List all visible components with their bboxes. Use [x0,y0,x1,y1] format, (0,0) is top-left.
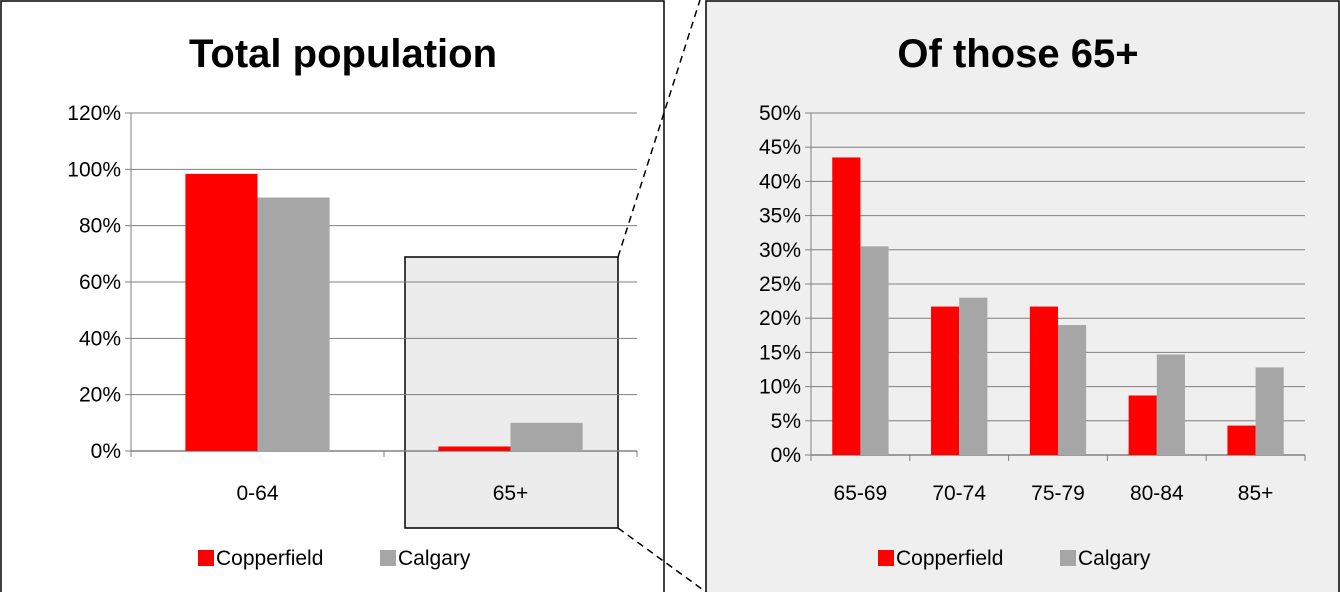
y-tick-label: 45% [759,136,801,159]
y-tick-label: 0% [771,444,801,467]
legend-swatch-calgary [1060,550,1076,566]
y-tick-label: 50% [759,102,801,125]
right-legend: Copperfield Calgary [878,547,1151,570]
y-tick-label: 5% [771,410,801,433]
connector-line-top [617,0,701,258]
y-tick-label: 40% [79,327,121,350]
bar-calgary-0-64 [257,197,330,451]
bar-calgary-65-69 [860,246,889,455]
y-tick-label: 25% [759,273,801,296]
y-tick-label: 80% [79,215,121,238]
x-category-label: 0-64 [236,482,278,505]
right-chart-title: Of those 65+ [897,32,1138,76]
bar-copperfield-85+ [1227,425,1256,455]
x-category-label: 70-74 [932,482,986,505]
legend-label-calgary: Calgary [398,547,471,570]
x-category-label: 65-69 [834,482,888,505]
legend-swatch-copperfield [878,550,894,566]
legend-label-copperfield: Copperfield [216,547,323,570]
x-category-label: 85+ [1238,482,1274,505]
y-tick-label: 15% [759,341,801,364]
y-tick-label: 35% [759,205,801,228]
connector-line-bottom [617,527,707,592]
highlight-box-65plus [404,256,619,529]
bar-copperfield-0-64 [185,173,258,451]
y-tick-label: 120% [67,102,121,125]
bar-calgary-80-84 [1156,354,1185,455]
legend-swatch-copperfield [198,550,214,566]
x-category-label: 75-79 [1031,482,1085,505]
left-plot-area: 0% 20% 40% 60% 80% 100% 120% 0-64 65+ [67,102,638,505]
y-tick-label: 20% [759,307,801,330]
bar-copperfield-75-79 [1029,306,1058,455]
bar-calgary-85+ [1255,367,1284,455]
left-legend: Copperfield Calgary [198,547,471,570]
bar-calgary-75-79 [1058,325,1087,455]
y-tick-label: 30% [759,239,801,262]
y-tick-label: 100% [67,158,121,181]
x-category-label: 80-84 [1130,482,1184,505]
y-tick-label: 10% [759,376,801,399]
y-tick-label: 0% [91,440,121,463]
bar-calgary-65+ [510,422,583,451]
legend-label-copperfield: Copperfield [896,547,1003,570]
bar-calgary-70-74 [959,297,988,455]
y-tick-label: 60% [79,271,121,294]
bar-copperfield-65+ [438,446,511,451]
legend-swatch-calgary [380,550,396,566]
bar-copperfield-70-74 [931,306,960,455]
x-category-label: 65+ [493,482,529,505]
y-tick-label: 20% [79,384,121,407]
legend-label-calgary: Calgary [1078,547,1151,570]
right-plot-area: 0% 5% 10% 15% 20% 25% 30% 35% 40% 45% 50% 65-69 70-7… [759,102,1306,505]
right-panel: Of those 65+ 0% 5% 10% 15% 20% 25% 30% 35% 40% 45… [705,0,1340,592]
left-panel: Total population 0%20%40%60%80%100%120%0… [0,0,665,592]
bar-copperfield-80-84 [1128,395,1157,455]
y-tick-label: 40% [759,170,801,193]
left-chart-title: Total population [189,32,497,76]
bar-copperfield-65-69 [832,157,861,455]
